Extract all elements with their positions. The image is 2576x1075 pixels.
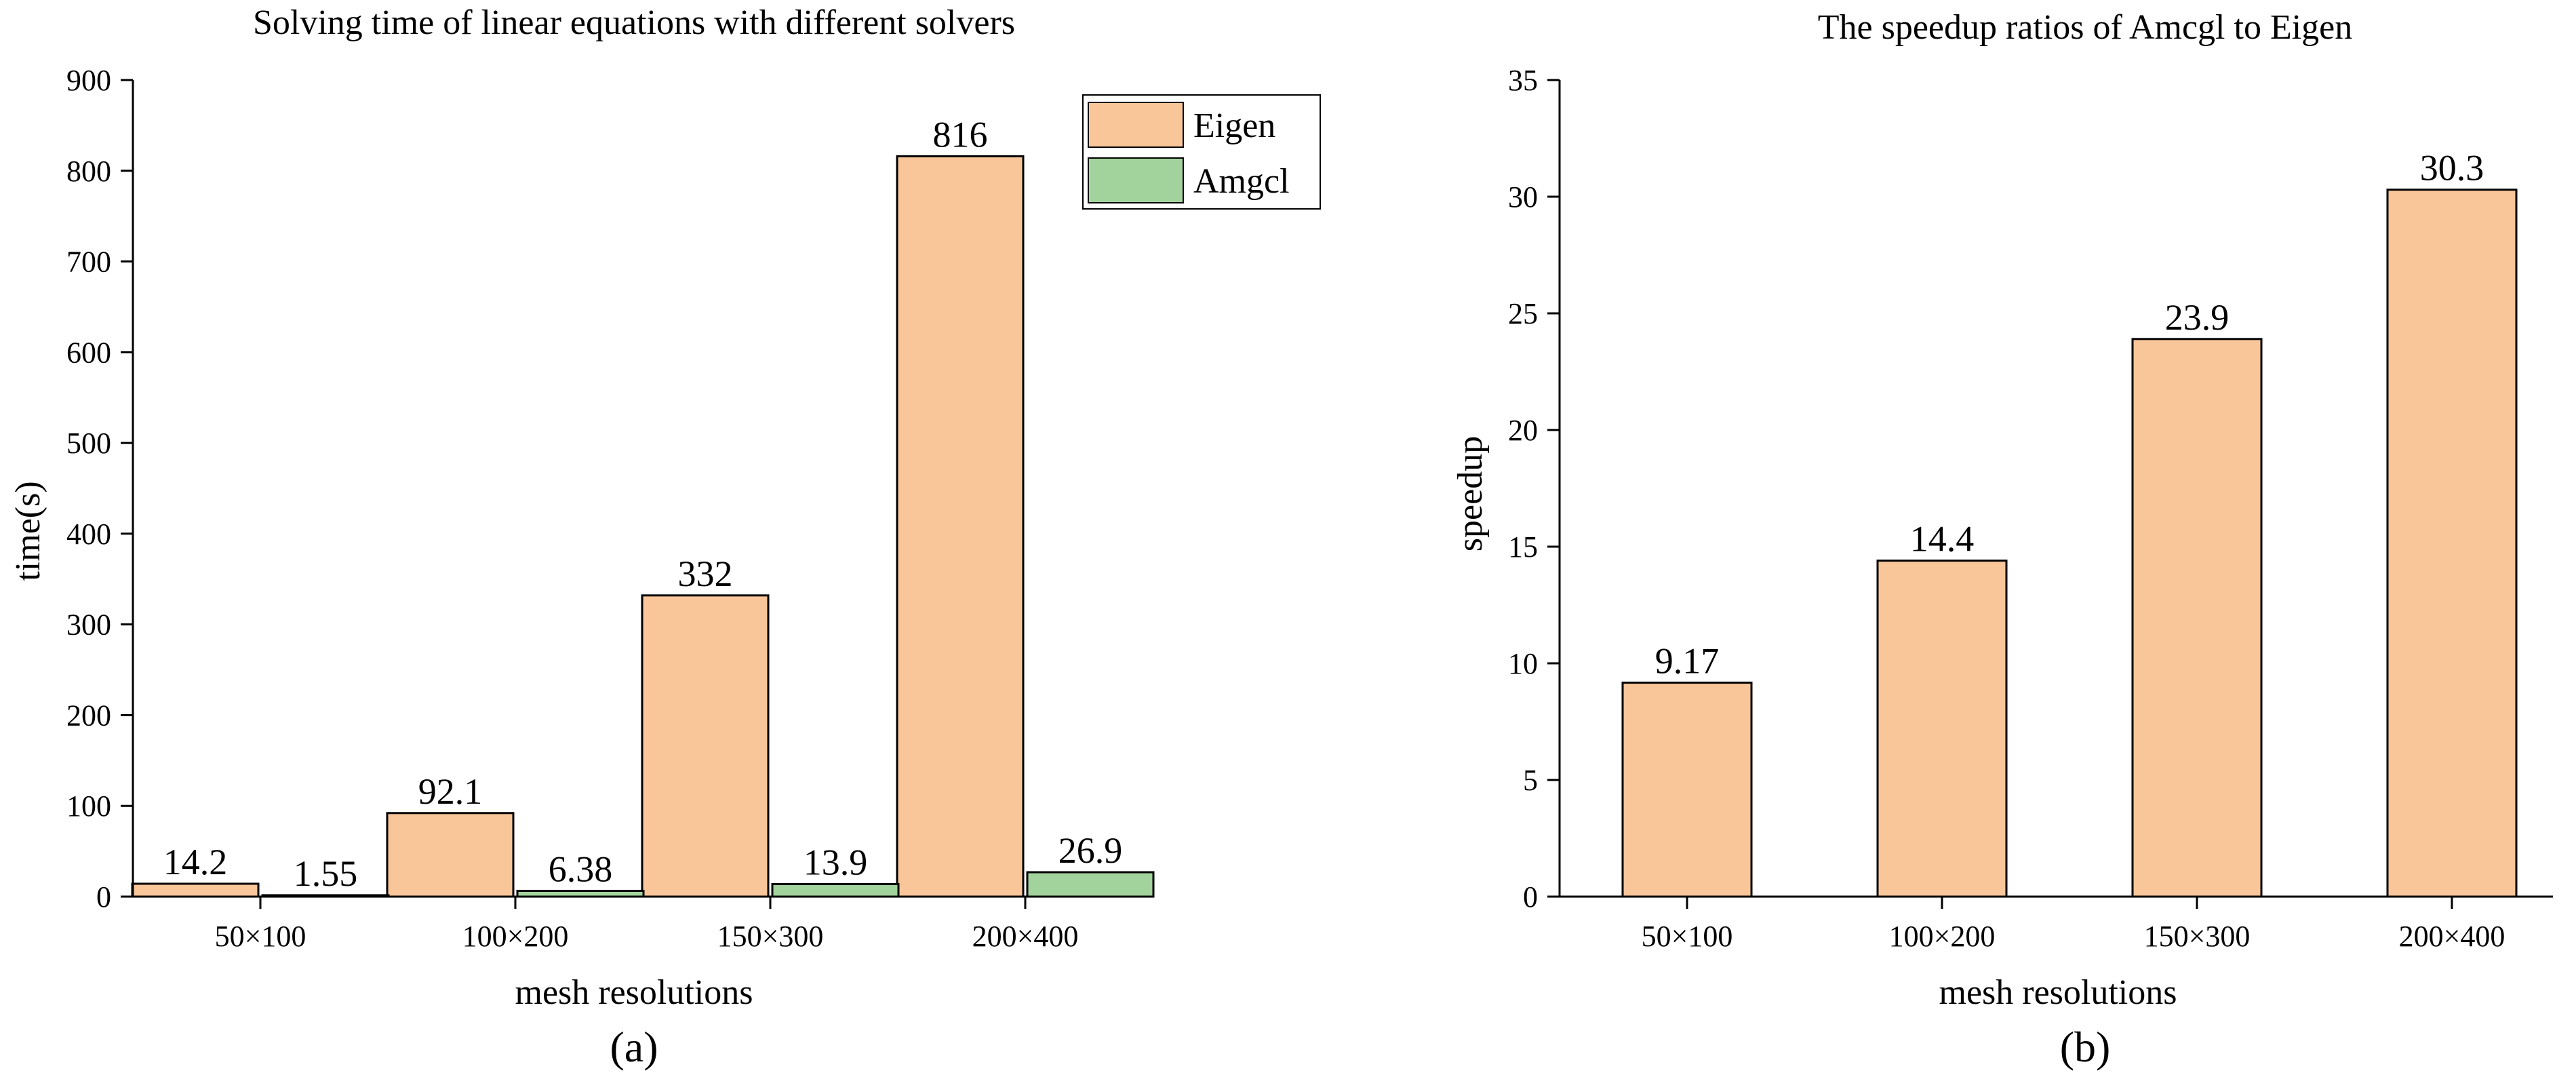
chart-b-y-ticks: 0 5 10 15 20 25 30 35 <box>1508 64 1560 914</box>
y-tick-label: 700 <box>66 246 111 279</box>
data-label-eigen-50-100: 14.2 <box>163 842 228 882</box>
data-label-speedup-100-200: 14.4 <box>1910 519 1975 560</box>
chart-a-title: Solving time of linear equations with di… <box>253 3 1015 42</box>
chart-a-x-axis-label: mesh resolutions <box>515 973 753 1012</box>
y-tick-label: 0 <box>96 880 111 914</box>
y-tick-label: 10 <box>1508 647 1538 680</box>
y-tick-label: 300 <box>66 608 111 642</box>
legend-swatch-eigen <box>1088 102 1184 148</box>
y-tick-label: 500 <box>66 427 111 460</box>
y-tick-label: 200 <box>66 699 111 732</box>
chart-a-bars <box>131 155 1155 898</box>
data-label-eigen-150-300: 332 <box>678 553 733 594</box>
x-tick-label: 150×300 <box>2144 920 2251 953</box>
data-label-eigen-100-200: 92.1 <box>418 771 483 812</box>
legend-label-amgcl: Amgcl <box>1193 162 1290 201</box>
bar-eigen-100-200 <box>386 812 515 898</box>
data-label-speedup-50-100: 9.17 <box>1655 641 1720 682</box>
y-tick-label: 900 <box>66 64 111 97</box>
bar-speedup-200-400 <box>2386 189 2518 898</box>
bar-eigen-50-100 <box>131 882 260 898</box>
bar-speedup-50-100 <box>1621 682 1753 898</box>
chart-a-panel-label: (a) <box>610 1023 658 1071</box>
bar-eigen-200-400 <box>896 155 1025 898</box>
data-label-amgcl-50-100: 1.55 <box>294 853 358 894</box>
chart-a-y-axis-label: time(s) <box>9 481 47 581</box>
bar-amgcl-150-300 <box>771 882 900 898</box>
chart-a-y-ticks: 0 100 200 300 400 500 600 700 800 900 <box>66 64 133 914</box>
chart-b-bars <box>1621 189 2518 898</box>
bar-eigen-150-300 <box>641 594 770 898</box>
x-tick-label: 100×200 <box>1889 920 1996 953</box>
chart-b-panel-label: (b) <box>2060 1023 2111 1071</box>
y-tick-label: 100 <box>66 789 111 823</box>
data-label-amgcl-200-400: 26.9 <box>1058 830 1123 871</box>
x-tick-label: 200×400 <box>2399 920 2505 953</box>
data-label-amgcl-100-200: 6.38 <box>549 848 613 889</box>
y-tick-label: 35 <box>1508 64 1538 97</box>
bar-speedup-150-300 <box>2131 338 2263 898</box>
chart-b-x-axis-label: mesh resolutions <box>1939 973 2177 1012</box>
chart-b-bar-labels: 9.17 14.4 23.9 30.3 <box>1655 148 2484 682</box>
chart-a-x-ticks: 50×100 100×200 150×300 200×400 <box>215 897 1079 953</box>
chart-a-legend: Eigen Amgcl <box>1082 94 1321 210</box>
y-tick-label: 30 <box>1508 180 1538 214</box>
data-label-amgcl-150-300: 13.9 <box>804 842 868 882</box>
legend-label-eigen: Eigen <box>1193 106 1275 145</box>
chart-a-bar-labels: 14.2 92.1 332 816 1.55 6.38 13.9 26.9 <box>163 114 1123 894</box>
data-label-speedup-200-400: 30.3 <box>2420 148 2484 189</box>
bar-amgcl-200-400 <box>1026 871 1155 898</box>
chart-b-y-axis-label: speedup <box>1451 436 1490 551</box>
bar-speedup-100-200 <box>1876 560 2008 898</box>
y-tick-label: 5 <box>1523 764 1538 797</box>
x-tick-label: 200×400 <box>972 920 1079 953</box>
x-tick-label: 50×100 <box>215 920 306 953</box>
y-tick-label: 800 <box>66 155 111 188</box>
y-tick-label: 600 <box>66 336 111 369</box>
chart-a: Solving time of linear equations with di… <box>9 3 1321 1071</box>
y-tick-label: 0 <box>1523 880 1538 914</box>
x-tick-label: 150×300 <box>717 920 824 953</box>
y-tick-label: 400 <box>66 517 111 551</box>
legend-swatch-amgcl <box>1088 157 1184 203</box>
x-tick-label: 50×100 <box>1642 920 1733 953</box>
x-tick-label: 100×200 <box>462 920 569 953</box>
chart-b: The speedup ratios of Amcgl to Eigen spe… <box>1451 8 2553 1071</box>
data-label-speedup-150-300: 23.9 <box>2165 297 2230 338</box>
y-tick-label: 20 <box>1508 414 1538 447</box>
y-tick-label: 25 <box>1508 297 1538 330</box>
chart-b-title: The speedup ratios of Amcgl to Eigen <box>1818 8 2352 47</box>
data-label-eigen-200-400: 816 <box>933 114 988 155</box>
chart-b-x-ticks: 50×100 100×200 150×300 200×400 <box>1642 897 2505 953</box>
y-tick-label: 15 <box>1508 530 1538 564</box>
